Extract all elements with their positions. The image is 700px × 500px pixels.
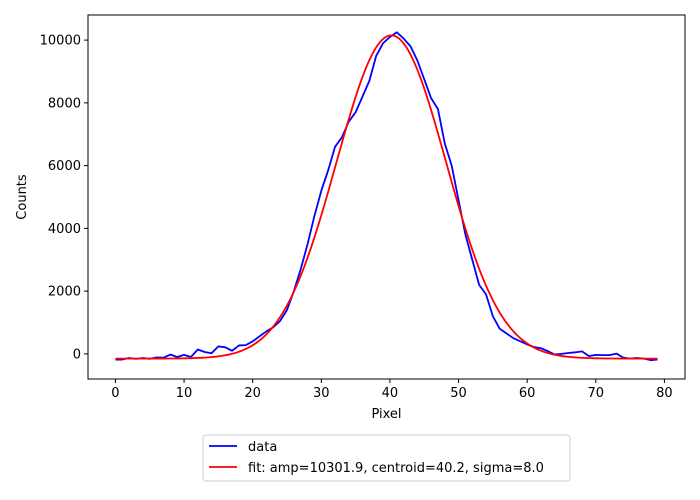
y-tick-label: 0 [73, 347, 81, 362]
plot-frame [87, 14, 686, 380]
y-axis-ticks: 0 2000 4000 6000 8000 10000 [40, 34, 88, 362]
legend: data fit: amp=10301.9, centroid=40.2, si… [202, 434, 571, 482]
y-tick-label: 8000 [48, 96, 81, 111]
x-tick-label: 10 [176, 386, 193, 401]
series-line-data [115, 31, 658, 362]
y-tick-label: 6000 [48, 159, 81, 174]
x-tick-label: 70 [588, 386, 605, 401]
legend-box [202, 434, 571, 482]
y-tick-label: 4000 [48, 222, 81, 237]
y-tick-label: 10000 [40, 34, 81, 49]
x-tick-label: 20 [244, 386, 261, 401]
x-tick-label: 60 [519, 386, 536, 401]
x-axis-label: Pixel [371, 407, 401, 422]
plot-series [115, 31, 658, 362]
x-tick-label: 40 [382, 386, 399, 401]
x-tick-label: 0 [111, 386, 119, 401]
x-tick-label: 30 [313, 386, 330, 401]
y-tick-label: 2000 [48, 285, 81, 300]
series-line-fit [115, 34, 658, 360]
x-tick-label: 80 [656, 386, 673, 401]
legend-label-data: data [248, 440, 277, 455]
x-axis-ticks: 0 10 20 30 40 50 60 70 80 [111, 379, 673, 401]
y-axis-label: Counts [15, 174, 30, 220]
x-tick-label: 50 [450, 386, 467, 401]
legend-label-fit: fit: amp=10301.9, centroid=40.2, sigma=8… [248, 461, 544, 476]
